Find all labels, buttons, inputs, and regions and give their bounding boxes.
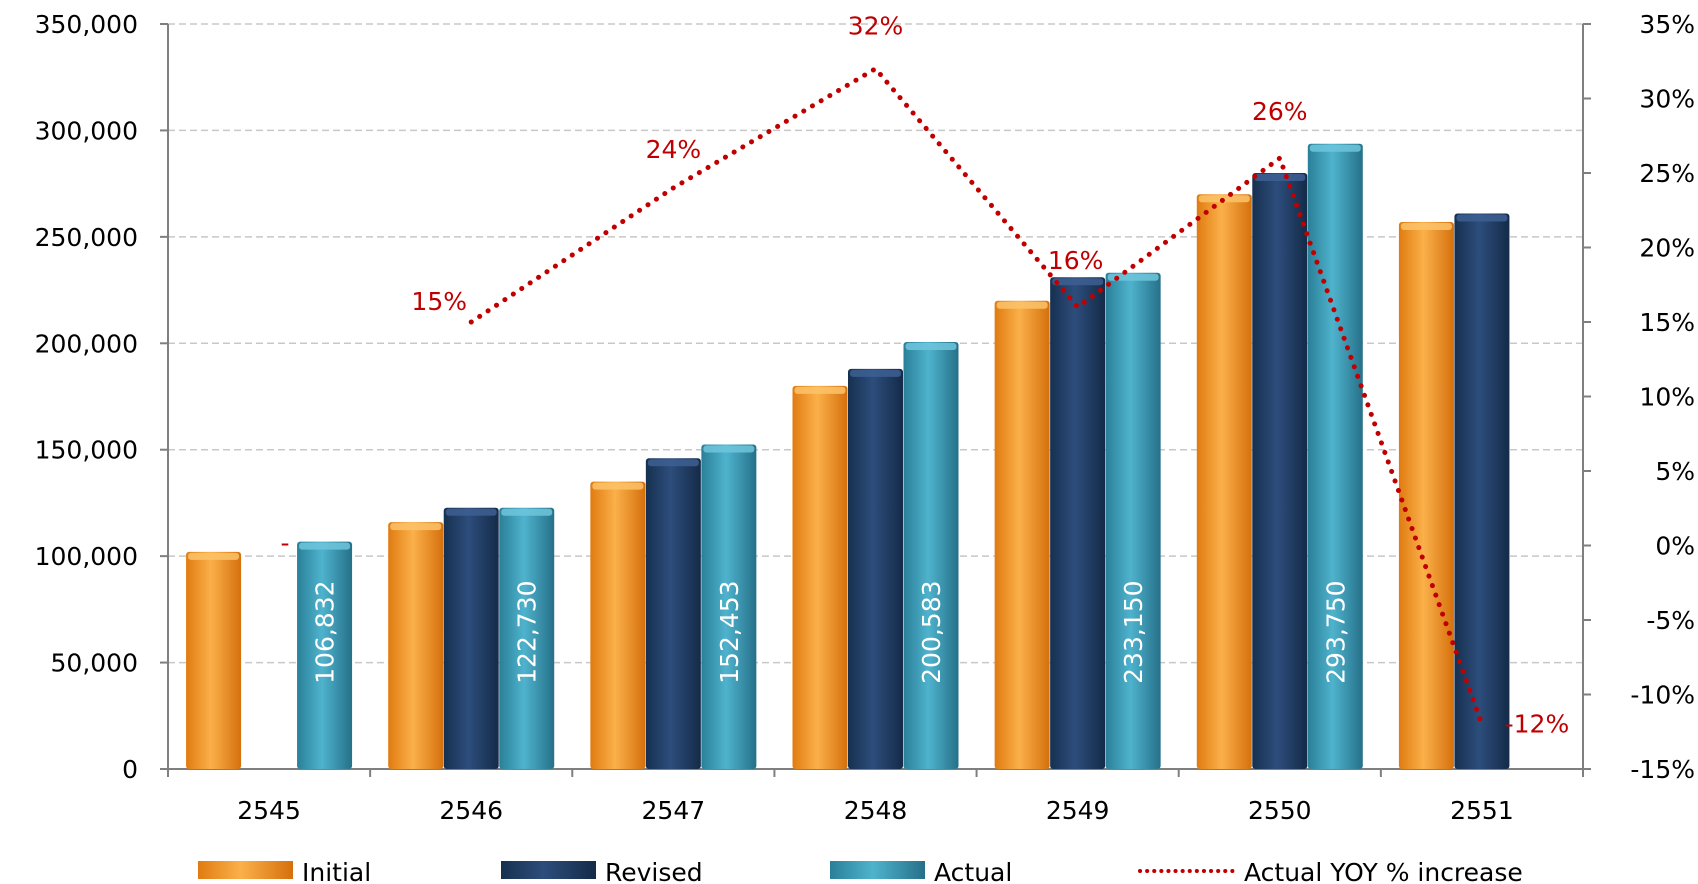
bar-cap — [445, 508, 497, 516]
left-tick-label: 200,000 — [35, 329, 138, 358]
bar-cap — [1254, 174, 1306, 181]
bar-data-label: 233,150 — [1119, 580, 1148, 683]
x-tick-label: 2546 — [439, 796, 503, 825]
right-tick-label: 30% — [1639, 85, 1695, 114]
bar-cap — [390, 523, 442, 531]
bar-cap — [1309, 144, 1361, 152]
x-tick-label: 2548 — [844, 796, 908, 825]
bar-cap — [1107, 273, 1159, 281]
bar-revised-2550 — [1252, 173, 1308, 769]
x-tick-label: 2550 — [1248, 796, 1312, 825]
bar-actual-2550 — [1307, 143, 1363, 769]
right-tick-label: 25% — [1639, 159, 1695, 188]
bar-data-label: 152,453 — [715, 580, 744, 683]
bar-actual-2549 — [1105, 272, 1161, 769]
axes: 0 50,000 100,000 150,000 200,000 250,000 300,0… — [35, 10, 1695, 825]
bar-cap — [501, 508, 553, 516]
bar-cap — [794, 386, 846, 394]
legend-label-revised: Revised — [605, 858, 703, 884]
bar-data-label: 122,730 — [513, 580, 542, 683]
bar-cap — [850, 369, 901, 377]
yoy-data-label: 26% — [1252, 97, 1308, 126]
bar-revised-2547 — [645, 458, 701, 769]
bar-cap — [647, 459, 699, 467]
bar-revised-2548 — [848, 368, 903, 769]
bar-initial-2545 — [186, 551, 242, 769]
left-tick-label: 250,000 — [35, 223, 138, 252]
bar-actual-2547 — [701, 444, 757, 769]
yoy-data-label: 15% — [411, 287, 467, 316]
bars — [186, 143, 1510, 770]
left-tick-label: 150,000 — [35, 436, 138, 465]
left-tick-label: 100,000 — [35, 542, 138, 571]
yoy-data-label: 24% — [646, 135, 702, 164]
legend-label-yoy: Actual YOY % increase — [1244, 858, 1523, 884]
left-tick-label: 0 — [122, 755, 138, 784]
right-tick-label: -15% — [1630, 755, 1695, 784]
x-tick-label: 2551 — [1450, 796, 1514, 825]
right-tick-label: 15% — [1639, 308, 1695, 337]
right-tick-label: 35% — [1639, 10, 1695, 39]
bar-revised-2549 — [1050, 277, 1106, 769]
legend-swatch-actual — [830, 861, 925, 879]
left-tick-label: 300,000 — [35, 116, 138, 145]
bar-data-label: 106,832 — [311, 580, 340, 683]
bar-actual-2548 — [903, 342, 959, 769]
left-tick-label: 350,000 — [35, 10, 138, 39]
right-tick-label: -10% — [1630, 681, 1695, 710]
right-tick-label: 20% — [1639, 234, 1695, 263]
bar-cap — [188, 552, 240, 560]
bar-cap — [1400, 222, 1452, 230]
bar-cap — [703, 445, 755, 453]
legend-swatch-initial — [198, 861, 293, 879]
right-tick-label: 5% — [1655, 457, 1695, 486]
bar-actual-2546 — [499, 507, 555, 769]
bar-cap — [592, 482, 644, 490]
yoy-data-label: - — [281, 529, 290, 558]
yoy-data-label: 16% — [1048, 246, 1104, 275]
bar-cap — [1052, 278, 1104, 286]
bar-actual-2545 — [297, 541, 353, 769]
legend-label-initial: Initial — [302, 858, 371, 884]
right-tick-label: 0% — [1655, 532, 1695, 561]
bar-initial-2548 — [792, 385, 848, 769]
yoy-data-label: -12% — [1505, 709, 1570, 738]
right-tick-label: 10% — [1639, 383, 1695, 412]
x-tick-label: 2549 — [1046, 796, 1110, 825]
bar-cap — [1456, 214, 1508, 222]
bar-initial-2550 — [1196, 194, 1252, 770]
left-tick-label: 50,000 — [51, 649, 138, 678]
yoy-data-label: 32% — [848, 12, 904, 41]
bar-initial-2551 — [1398, 221, 1454, 769]
bar-initial-2549 — [994, 300, 1050, 769]
bar-revised-2546 — [443, 507, 499, 769]
right-tick-label: -5% — [1646, 606, 1695, 635]
data-labels: 106,832 122,730 152,453 200,583 233,150 293,7… — [281, 12, 1570, 739]
bar-initial-2546 — [388, 522, 444, 769]
bar-cap — [905, 343, 957, 351]
bar-revised-2551 — [1454, 213, 1510, 769]
legend: Initial Revised Actual Actual YOY % increas… — [198, 858, 1523, 884]
bar-initial-2547 — [590, 481, 646, 769]
yoy-line — [468, 65, 1485, 727]
bar-cap — [299, 542, 351, 550]
bar-cap — [996, 301, 1048, 309]
bar-data-label: 200,583 — [917, 580, 946, 683]
x-tick-label: 2547 — [642, 796, 706, 825]
bar-data-label: 293,750 — [1321, 580, 1350, 683]
legend-swatch-revised — [501, 861, 596, 879]
legend-label-actual: Actual — [934, 858, 1012, 884]
yoy-line-path — [468, 65, 1485, 727]
x-tick-label: 2545 — [237, 796, 301, 825]
